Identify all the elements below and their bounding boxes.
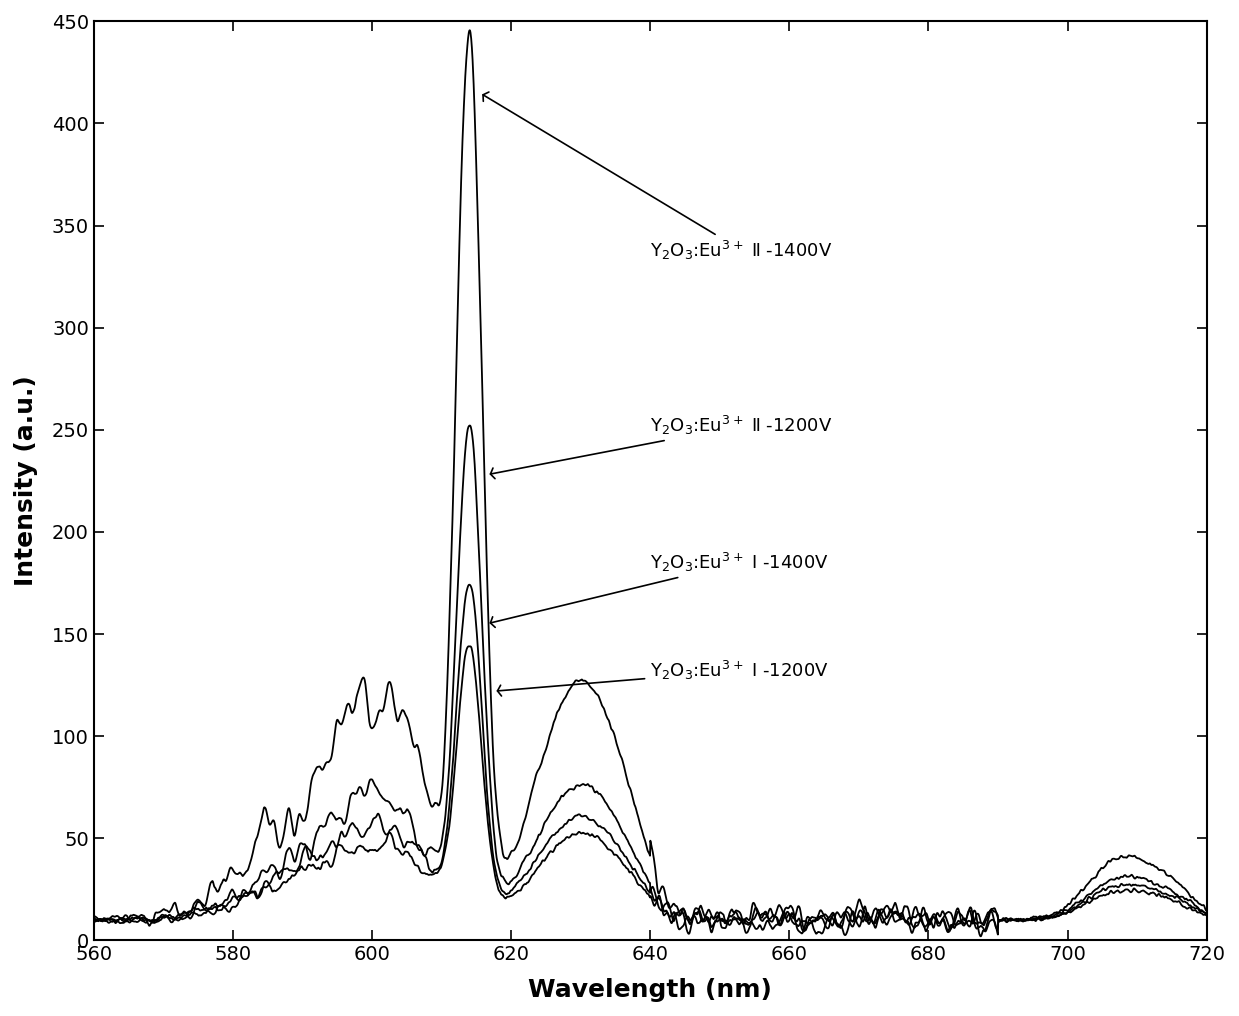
Text: Y$_2$O$_3$:Eu$^{3+}$ Ⅱ -1400V: Y$_2$O$_3$:Eu$^{3+}$ Ⅱ -1400V — [483, 92, 833, 262]
Text: Y$_2$O$_3$:Eu$^{3+}$ Ⅰ -1200V: Y$_2$O$_3$:Eu$^{3+}$ Ⅰ -1200V — [498, 659, 829, 696]
Y-axis label: Intensity (a.u.): Intensity (a.u.) — [14, 376, 38, 586]
Text: Y$_2$O$_3$:Eu$^{3+}$ Ⅱ -1200V: Y$_2$O$_3$:Eu$^{3+}$ Ⅱ -1200V — [491, 415, 833, 479]
Text: Y$_2$O$_3$:Eu$^{3+}$ Ⅰ -1400V: Y$_2$O$_3$:Eu$^{3+}$ Ⅰ -1400V — [491, 551, 829, 627]
X-axis label: Wavelength (nm): Wavelength (nm) — [528, 978, 772, 1002]
